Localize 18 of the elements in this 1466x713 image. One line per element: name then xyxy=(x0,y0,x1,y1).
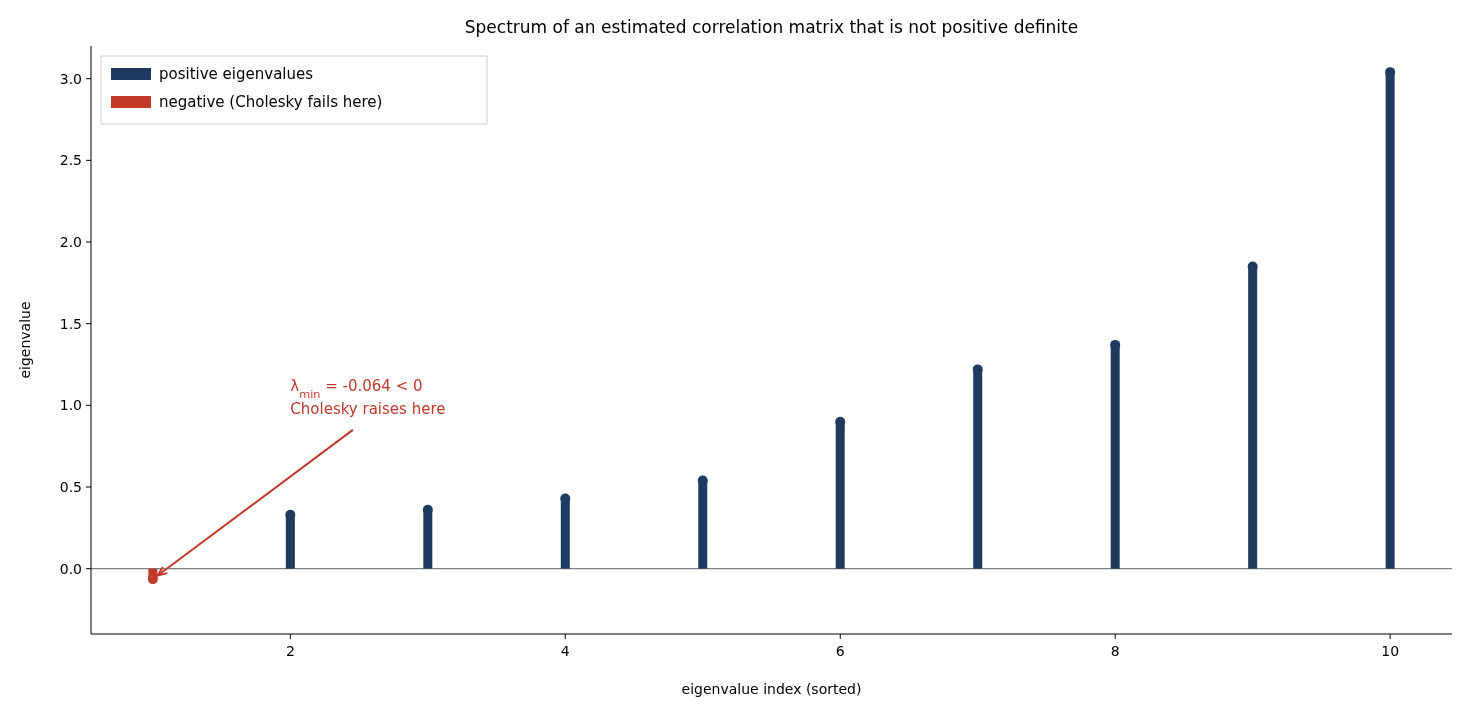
y-tick-label: 2.5 xyxy=(59,152,82,169)
y-axis-title: eigenvalue xyxy=(17,301,33,379)
y-tick-label: 1.5 xyxy=(59,315,82,332)
chart-title: Spectrum of an estimated correlation matrix that is not positive definite xyxy=(464,17,1079,37)
y-tick-label: 2.0 xyxy=(59,234,82,250)
annotation: λ$_{min}$ = -0.064 < 0 Cholesky raises here xyxy=(290,377,446,419)
x-tick-label: 10 xyxy=(1381,643,1400,659)
x-tick-label: 2 xyxy=(285,643,295,659)
x-tick-label: 8 xyxy=(1110,643,1120,659)
legend-label: negative (Cholesky fails here) xyxy=(159,93,383,111)
y-tick-label: 3.0 xyxy=(59,70,82,87)
x-axis-title: eigenvalue index (sorted) xyxy=(681,681,862,697)
legend-label: positive eigenvalues xyxy=(159,65,314,83)
y-tick-label: 0.0 xyxy=(59,560,82,577)
x-tick-label: 6 xyxy=(835,643,845,659)
x-tick-label: 4 xyxy=(560,643,570,659)
y-tick-label: 0.5 xyxy=(59,479,82,495)
y-tick-label: 1.0 xyxy=(59,397,82,414)
